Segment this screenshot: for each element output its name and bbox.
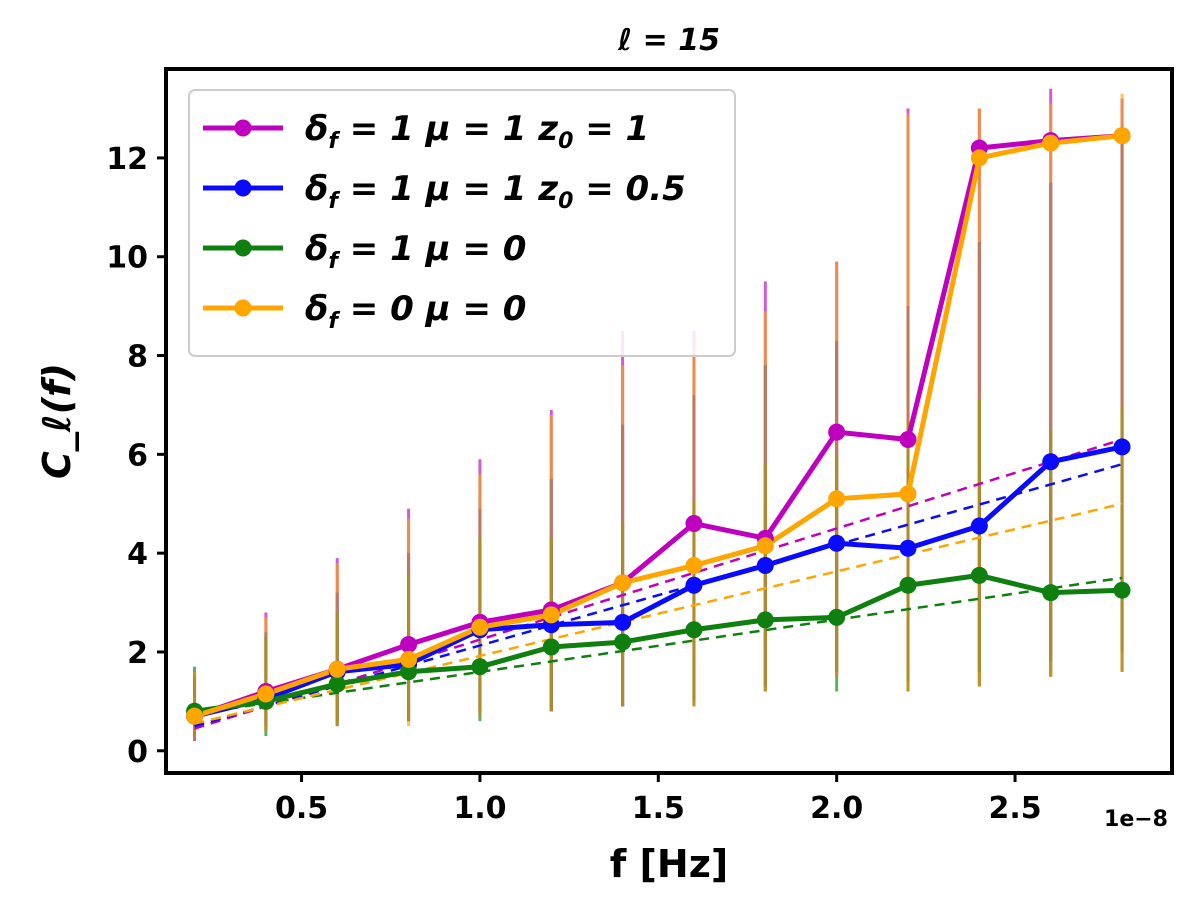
data-point	[542, 606, 560, 624]
legend: δf = 1 μ = 1 z0 = 1δf = 1 μ = 1 z0 = 0.5…	[188, 89, 736, 357]
legend-label-part: δ	[305, 289, 328, 329]
data-point	[328, 675, 346, 693]
legend-box	[188, 89, 736, 357]
series-lines	[193, 133, 1123, 719]
y-tick-label: 8	[127, 340, 148, 375]
fit-line	[194, 576, 1123, 715]
data-point	[471, 618, 489, 636]
y-axis-label: C_ℓ(f)	[35, 363, 79, 479]
legend-label-part: = 1 μ = 1	[338, 109, 538, 149]
legend-label-part: 0	[558, 189, 573, 214]
y-tick-label: 10	[106, 241, 148, 276]
legend-label-part: z	[537, 169, 558, 209]
x-tick-label: 0.5	[275, 791, 328, 826]
data-point	[328, 660, 346, 678]
data-point	[542, 638, 560, 656]
y-axis-ticks: 0 2 4 6 8 10 12	[106, 142, 166, 770]
data-point	[1113, 127, 1131, 145]
legend-label-part: δ	[305, 169, 328, 209]
x-tick-label: 2.0	[810, 791, 863, 826]
legend-label-part: f	[328, 129, 340, 154]
legend-label-part: δ	[305, 109, 328, 149]
x-tick-label: 1.0	[453, 791, 506, 826]
data-point	[614, 633, 632, 651]
legend-label-part: = 1 μ = 1	[338, 169, 538, 209]
legend-label: δf = 1 μ = 0	[305, 229, 526, 274]
data-point	[400, 663, 418, 681]
data-point	[257, 685, 275, 703]
data-point	[756, 557, 774, 575]
data-point	[1042, 584, 1060, 602]
legend-label-part: δ	[305, 229, 328, 269]
y-tick-label: 4	[127, 537, 148, 572]
data-point	[685, 515, 703, 533]
series-markers	[186, 127, 1131, 725]
x-axis-label: f [Hz]	[610, 842, 728, 886]
data-point	[828, 534, 846, 552]
data-point	[614, 574, 632, 592]
data-point	[685, 621, 703, 639]
data-point	[1042, 453, 1060, 471]
data-point	[899, 576, 917, 594]
legend-label: δf = 0 μ = 0	[305, 289, 526, 334]
chart-title: ℓ = 15	[617, 23, 720, 58]
x-offset-label: 1e−8	[1104, 807, 1168, 832]
legend-label-part: 0	[558, 129, 573, 154]
legend-label-part: = 1 μ = 0	[338, 229, 527, 269]
series-line	[193, 444, 1123, 719]
legend-label-part: = 1	[573, 109, 649, 149]
x-axis-ticks: 0.5 1.0 1.5 2.0 2.5	[275, 773, 1042, 826]
legend-label: δf = 1 μ = 1 z0 = 1	[305, 109, 649, 154]
data-point	[970, 566, 988, 584]
x-tick-label: 2.5	[988, 791, 1041, 826]
y-tick-label: 2	[127, 636, 148, 671]
data-point	[756, 537, 774, 555]
y-tick-label: 12	[106, 142, 148, 177]
data-point	[899, 485, 917, 503]
data-point	[970, 517, 988, 535]
data-point	[186, 707, 204, 725]
legend-label-part: f	[328, 309, 340, 334]
series-line	[194, 572, 1123, 714]
y-tick-label: 6	[127, 438, 148, 473]
legend-marker	[234, 299, 252, 317]
legend-marker	[234, 239, 252, 257]
legend-label-part: = 0 μ = 0	[338, 289, 527, 329]
data-point	[899, 539, 917, 557]
data-point	[899, 431, 917, 449]
data-point	[614, 613, 632, 631]
legend-label: δf = 1 μ = 1 z0 = 0.5	[305, 169, 686, 214]
data-point	[828, 490, 846, 508]
data-point	[400, 636, 418, 654]
data-point	[685, 576, 703, 594]
x-tick-label: 1.5	[632, 791, 685, 826]
data-point	[400, 650, 418, 668]
legend-label-part: = 0.5	[573, 169, 685, 209]
plot-frame	[164, 67, 1174, 775]
data-point	[1042, 134, 1060, 152]
legend-label-part: f	[328, 249, 340, 274]
series-line	[193, 133, 1123, 719]
data-point	[1113, 438, 1131, 456]
y-tick-label: 0	[127, 735, 148, 770]
data-point	[970, 149, 988, 167]
legend-label-part: f	[328, 189, 340, 214]
data-point	[828, 608, 846, 626]
legend-marker	[234, 119, 252, 137]
data-point	[756, 611, 774, 629]
legend-marker	[234, 179, 252, 197]
legend-label-part: z	[537, 109, 558, 149]
data-point	[1113, 581, 1131, 599]
data-point	[828, 423, 846, 441]
data-point	[685, 557, 703, 575]
fit-line	[194, 502, 1123, 725]
data-point	[471, 658, 489, 676]
